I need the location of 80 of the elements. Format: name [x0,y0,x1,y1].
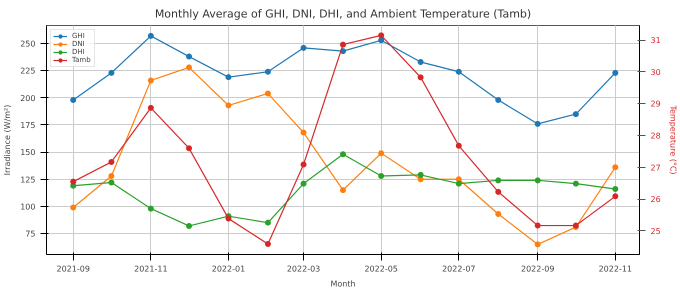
point [456,180,462,187]
y2-axis-title: Temperature (°C) [668,104,678,175]
point [340,151,346,158]
x-tick-label: 2022-03 [286,264,320,274]
point [186,54,192,60]
point [495,211,502,217]
point [612,186,618,192]
point [495,188,502,195]
point [418,58,424,65]
x-tick-label: 2021-09 [56,264,90,274]
point [300,161,307,168]
x-tick-label: 2022-11 [598,264,632,274]
point [534,177,541,184]
point [70,204,76,210]
point [572,111,579,118]
point [534,241,541,248]
point [378,150,384,156]
point [225,102,232,108]
x-tick-label: 2021-11 [134,264,168,274]
x-tick-label: 2022-07 [442,264,476,274]
point [534,222,541,229]
y2-tick-label: 31 [650,36,661,46]
x-tick-label: 2022-09 [520,264,554,274]
point [340,187,346,194]
point [300,130,307,136]
point [264,220,271,226]
point [264,68,271,75]
point [572,180,579,187]
point [148,77,154,84]
y2-tick-label: 27 [650,163,661,172]
y-tick-label: 100 [20,202,36,212]
point [456,68,462,75]
point [108,70,114,76]
point [612,164,618,170]
y2-tick-label: 30 [650,68,661,77]
point [108,180,114,186]
point [495,177,502,184]
y-tick-label: 225 [20,66,36,76]
point [70,96,76,103]
point [148,32,154,39]
x-axis-title: Month [330,280,356,288]
x-tick-label: 2022-05 [364,264,398,274]
y-tick-label: 250 [20,40,36,49]
y2-tick-label: 26 [650,195,661,204]
point [264,90,271,96]
y2-tick-label: 28 [650,132,661,141]
point [108,173,114,179]
y2-tick-label: 29 [650,100,661,109]
point [186,222,192,229]
point [495,96,502,103]
point [148,104,154,111]
y-tick-label: 75 [25,230,36,239]
point [378,32,384,38]
point [456,142,462,149]
point [148,206,154,212]
point [225,216,232,222]
point [300,180,307,187]
point [418,172,424,178]
point [534,120,541,127]
point [300,44,307,51]
point [378,173,384,179]
point [340,42,346,48]
y-tick-label: 175 [20,120,36,130]
point [186,145,192,152]
point [70,178,76,185]
y-tick-label: 125 [20,175,36,184]
chart-title: Monthly Average of GHI, DNI, DHI, and Ambient Temperature (Tamb) [154,8,532,20]
point [264,241,271,247]
point [225,74,232,80]
point [186,64,192,70]
point [612,193,618,200]
y-axis-title: Irradiance (W/m²) [3,104,12,176]
x-tick-label: 2022-01 [212,264,246,274]
y-tick-label: 200 [20,94,36,103]
point [108,158,114,165]
point [378,37,384,44]
point [612,70,618,76]
y2-tick-label: 25 [650,226,661,236]
point [418,74,424,80]
y-tick-label: 150 [20,148,36,158]
